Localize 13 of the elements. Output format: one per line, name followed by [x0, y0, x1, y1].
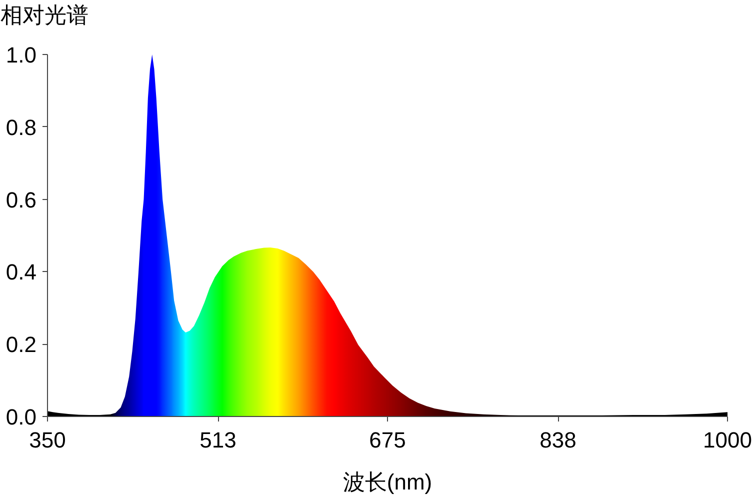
x-tick-label: 1000 [703, 428, 752, 452]
y-tick-label: 0.4 [6, 260, 37, 285]
x-tick-label: 350 [29, 428, 66, 452]
x-axis-title: 波长(nm) [342, 470, 432, 494]
y-tick-label: 0.0 [6, 404, 37, 430]
y-tick-label: 0.6 [6, 187, 37, 212]
x-tick-label: 675 [369, 428, 406, 452]
y-tick-label: 1.0 [6, 42, 37, 68]
x-tick-label: 838 [540, 428, 576, 452]
x-tick-label: 513 [200, 428, 236, 452]
y-tick-label: 0.2 [6, 332, 37, 358]
y-tick-label: 0.8 [6, 114, 37, 140]
y-axis-title: 相对光谱 [0, 2, 88, 28]
